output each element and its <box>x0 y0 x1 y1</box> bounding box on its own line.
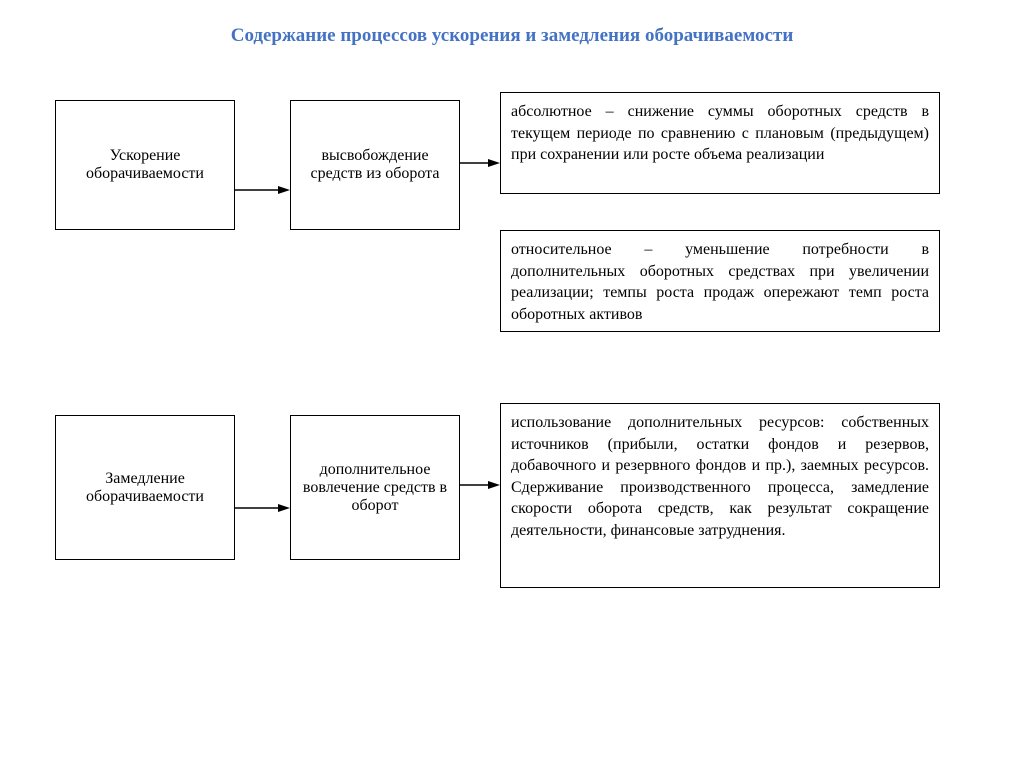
box-resources-usage-label: использование дополнительных ресурсов: с… <box>511 412 929 542</box>
box-acceleration-label: Ускорение оборачиваемости <box>62 147 228 183</box>
page-title: Содержание процессов ускорения и замедле… <box>0 0 1024 67</box>
box-deceleration-label: Замедление оборачиваемости <box>62 470 228 506</box>
box-relative: относительное – уменьшение потребности в… <box>500 230 940 332</box>
title-text: Содержание процессов ускорения и замедле… <box>231 25 794 46</box>
box-release-funds: высвобождение средств из оборота <box>290 100 460 230</box>
box-absolute: абсолютное – снижение суммы оборотных ср… <box>500 92 940 194</box>
box-additional-involvement-label: дополнительное вовлечение средств в обор… <box>297 461 453 515</box>
arrow-icon <box>460 155 500 171</box>
box-absolute-label: абсолютное – снижение суммы оборотных ср… <box>511 101 929 166</box>
box-relative-label: относительное – уменьшение потребности в… <box>511 239 929 325</box>
arrow-icon <box>235 182 290 198</box>
box-release-funds-label: высвобождение средств из оборота <box>297 147 453 183</box>
arrow-icon <box>460 477 500 493</box>
arrow-icon <box>235 500 290 516</box>
box-resources-usage: использование дополнительных ресурсов: с… <box>500 403 940 588</box>
box-additional-involvement: дополнительное вовлечение средств в обор… <box>290 415 460 560</box>
box-acceleration: Ускорение оборачиваемости <box>55 100 235 230</box>
box-deceleration: Замедление оборачиваемости <box>55 415 235 560</box>
